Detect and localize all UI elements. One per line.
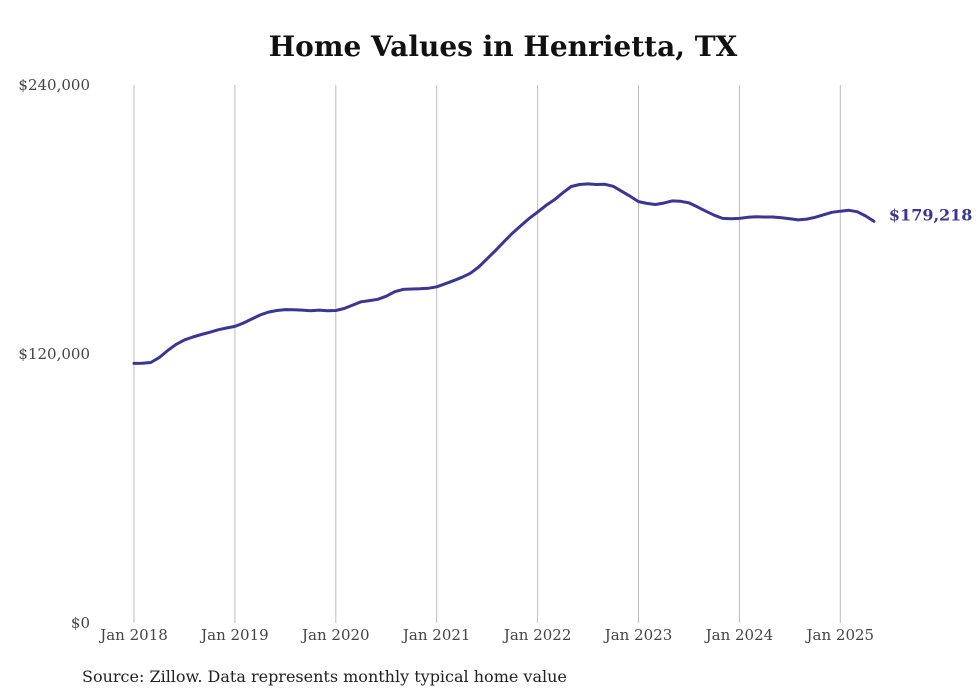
end-value-label: $179,218 xyxy=(889,205,973,224)
y-tick-label: $0 xyxy=(71,614,90,632)
x-axis-ticks: Jan 2018 Jan 2019 Jan 2020 Jan 2021 Jan 2022… xyxy=(98,626,874,644)
x-tick-label: Jan 2025 xyxy=(805,626,875,644)
series-line xyxy=(132,182,876,365)
x-tick-label: Jan 2020 xyxy=(300,626,370,644)
x-tick-label: Jan 2023 xyxy=(603,626,673,644)
x-tick-label: Jan 2022 xyxy=(502,626,572,644)
grid-lines xyxy=(133,85,841,623)
source-note: Source: Zillow. Data represents monthly … xyxy=(82,667,567,686)
x-tick-label: Jan 2019 xyxy=(199,626,269,644)
y-tick-label: $240,000 xyxy=(18,76,90,94)
y-tick-label: $120,000 xyxy=(18,345,90,363)
x-tick-label: Jan 2018 xyxy=(98,626,168,644)
chart-title: Home Values in Henrietta, TX xyxy=(268,30,738,63)
y-axis-ticks: $240,000 $120,000 $0 xyxy=(18,76,90,632)
x-tick-label: Jan 2021 xyxy=(401,626,471,644)
x-tick-label: Jan 2024 xyxy=(704,626,774,644)
